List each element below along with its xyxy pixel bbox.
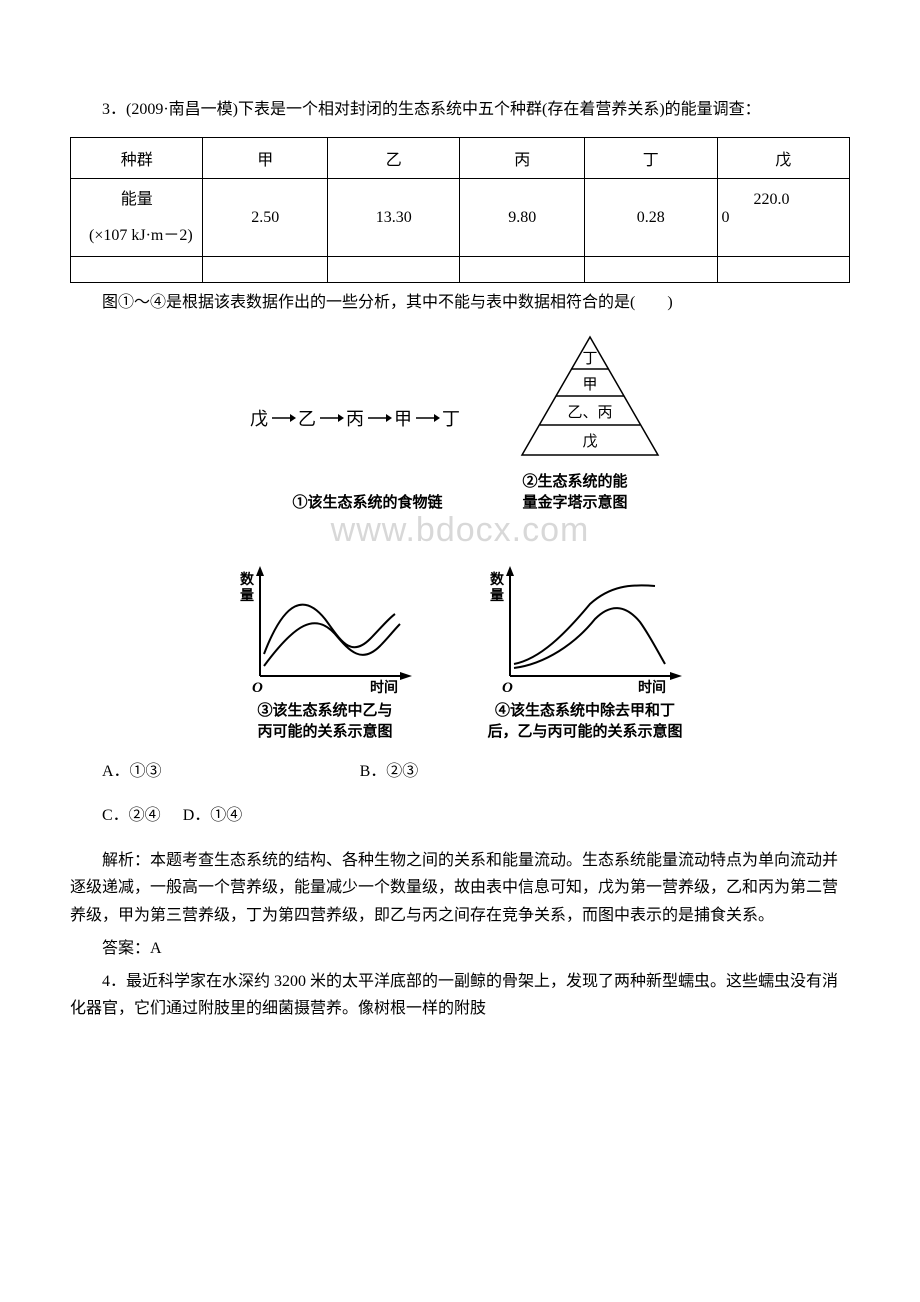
- arrow-icon: [318, 412, 344, 424]
- choice-d: D．①④: [183, 807, 243, 824]
- choice-c: C．②④: [102, 807, 161, 824]
- q3-prompt: 3．(2009·南昌一模)下表是一个相对封闭的生态系统中五个种群(存在着营养关系…: [70, 96, 850, 123]
- predation-chart: 数 量 O 时间: [230, 564, 420, 694]
- energy-label-cell: 能量 (×107 kJ·m－2): [71, 179, 203, 257]
- food-chain-figure: 戊 乙 丙 甲 丁: [250, 385, 460, 461]
- figure-row-2: 数 量 O 时间 ③该生态系统中乙与丙可能的关系示意图: [70, 564, 850, 742]
- chain-node: 丙: [346, 405, 364, 431]
- chain-node: 戊: [250, 405, 268, 431]
- table-cell: 13.30: [328, 179, 460, 257]
- value-bottom: 0: [722, 209, 730, 227]
- choice-row-1: A．①③ B．②③: [70, 758, 850, 787]
- x-axis-label: 时间: [638, 679, 666, 694]
- pyramid-svg: 丁 甲 乙、丙 戊: [510, 331, 670, 461]
- arrow-icon: [270, 412, 296, 424]
- q4-prompt: 4．最近科学家在水深约 3200 米的太平洋底部的一副鲸的骨架上，发现了两种新型…: [70, 968, 850, 1022]
- chain-node: 甲: [394, 405, 412, 431]
- q3-explanation: 解析：本题考查生态系统的结构、各种生物之间的关系和能量流动。生态系统能量流动特点…: [70, 847, 850, 929]
- table-cell: 0.28: [585, 179, 717, 257]
- competition-chart: 数 量 O 时间: [480, 564, 690, 694]
- y-axis-label: 数: [240, 571, 255, 587]
- energy-table: 种群 甲 乙 丙 丁 戊 能量 (×107 kJ·m－2) 2.50 13.30…: [70, 137, 850, 283]
- caption-1: ①该生态系统的食物链: [292, 492, 442, 513]
- chain-node: 乙: [298, 405, 316, 431]
- table-header: 丙: [460, 138, 585, 179]
- choice-a: A．①③: [102, 763, 162, 780]
- value-top: 220.0: [754, 191, 790, 209]
- watermark: www.bdocx.com: [70, 511, 850, 550]
- pyramid-label: 戊: [582, 433, 597, 450]
- y-axis-label: 量: [490, 587, 504, 603]
- choice-b: B．②③: [360, 763, 419, 780]
- chart-3: 数 量 O 时间 ③该生态系统中乙与丙可能的关系示意图: [230, 564, 420, 742]
- table-cell: 9.80: [460, 179, 585, 257]
- energy-label-2: (×107 kJ·m－2): [75, 223, 198, 249]
- food-chain: 戊 乙 丙 甲 丁: [250, 385, 460, 461]
- q3-answer: 答案：A: [70, 935, 850, 962]
- pyramid-label: 甲: [582, 377, 597, 393]
- q3-after-table: 图①～④是根据该表数据作出的一些分析，其中不能与表中数据相符合的是( ): [70, 289, 850, 316]
- y-axis-label: 数: [490, 571, 505, 587]
- table-header: 种群: [71, 138, 203, 179]
- x-axis-label: 时间: [370, 679, 398, 694]
- origin-label: O: [502, 680, 513, 694]
- table-header: 乙: [328, 138, 460, 179]
- origin-label: O: [252, 680, 263, 694]
- figure-row-1: 戊 乙 丙 甲 丁 丁 甲: [70, 331, 850, 513]
- table-header: 甲: [203, 138, 328, 179]
- table-header-row: 种群 甲 乙 丙 丁 戊: [71, 138, 850, 179]
- document-page: 3．(2009·南昌一模)下表是一个相对封闭的生态系统中五个种群(存在着营养关系…: [0, 0, 920, 1058]
- pyramid-label: 丁: [582, 351, 597, 367]
- choice-row-2: C．②④ D．①④: [70, 802, 850, 831]
- arrow-icon: [366, 412, 392, 424]
- caption-4: ④该生态系统中除去甲和丁后，乙与丙可能的关系示意图: [487, 700, 682, 742]
- pyramid-figure: 丁 甲 乙、丙 戊: [510, 331, 670, 461]
- caption-2: ②生态系统的能量金字塔示意图: [523, 471, 628, 513]
- table-data-row: 能量 (×107 kJ·m－2) 2.50 13.30 9.80 0.28 0 …: [71, 179, 850, 257]
- table-header: 戊: [717, 138, 849, 179]
- table-cell-split: 0 220.0: [717, 179, 849, 257]
- table-empty-row: [71, 257, 850, 283]
- chain-node: 丁: [442, 405, 460, 431]
- chart-4: 数 量 O 时间 ④该生态系统中除去甲和丁后，乙与丙可能的关系示意图: [480, 564, 690, 742]
- caption-3: ③该生态系统中乙与丙可能的关系示意图: [257, 700, 392, 742]
- table-cell: 2.50: [203, 179, 328, 257]
- table-header: 丁: [585, 138, 717, 179]
- pyramid-label: 乙、丙: [567, 405, 612, 421]
- arrow-icon: [414, 412, 440, 424]
- energy-label-1: 能量: [75, 187, 198, 213]
- y-axis-label: 量: [240, 587, 254, 603]
